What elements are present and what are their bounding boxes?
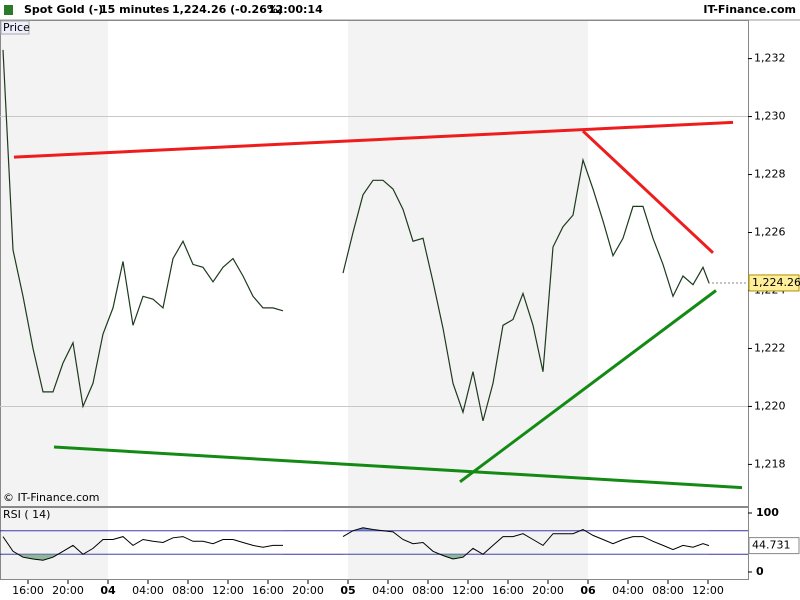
rsi-oversold-fill <box>3 554 283 561</box>
x-tick-label: 20:00 <box>292 584 324 597</box>
rsi-label: RSI ( 14) <box>3 508 50 521</box>
x-tick-label: 12:00 <box>212 584 244 597</box>
header-bar <box>0 0 800 20</box>
x-tick-label: 04:00 <box>132 584 164 597</box>
y-tick-label: 1,218 <box>754 457 786 470</box>
rsi-overbought-fill <box>352 527 586 531</box>
trend-line <box>581 129 715 254</box>
x-tick-label: 16:00 <box>492 584 524 597</box>
x-tick-label: 08:00 <box>412 584 444 597</box>
x-tick-label: 05 <box>340 584 355 597</box>
x-tick-label: 06 <box>580 584 596 597</box>
interval: 15 minutes <box>100 3 170 16</box>
last-price-label: 1,224.26 <box>752 276 800 289</box>
time: 12:00:14 <box>268 3 323 16</box>
trend-line <box>459 289 717 484</box>
x-tick-label: 20:00 <box>52 584 84 597</box>
y-tick-label: 1,228 <box>754 168 786 181</box>
rsi-last-label: 44.731 <box>752 539 791 552</box>
panel-label-box <box>0 20 30 35</box>
x-tick-label: 08:00 <box>652 584 684 597</box>
x-tick-label: 16:00 <box>12 584 44 597</box>
rsi-tick-label: 0 <box>756 565 764 578</box>
y-tick-label: 1,220 <box>754 399 786 412</box>
rsi-tick-label: 100 <box>756 506 779 519</box>
x-tick-label: 08:00 <box>172 584 204 597</box>
price-panel <box>0 20 749 507</box>
x-tick-label: 16:00 <box>252 584 284 597</box>
price-line <box>2 49 710 422</box>
y-tick-label: 1,226 <box>754 226 786 239</box>
rsi-last-box <box>748 537 800 555</box>
x-tick-label: 04:00 <box>372 584 404 597</box>
brand: IT-Finance.com <box>703 3 796 16</box>
quote: 1,224.26 (-0.26%) <box>172 3 283 16</box>
x-tick-label: 04:00 <box>612 584 644 597</box>
y-tick-label: 1,230 <box>754 110 786 123</box>
x-tick-label: 12:00 <box>452 584 484 597</box>
icon <box>4 5 13 15</box>
rsi-line <box>2 527 710 561</box>
copyright: © IT-Finance.com <box>3 491 100 504</box>
x-tick-label: 04 <box>100 584 116 597</box>
last-price-box <box>748 274 800 292</box>
panel-label: Price <box>3 21 30 34</box>
day-shade <box>348 18 588 580</box>
y-tick-label: 1,222 <box>754 341 786 354</box>
trend-line <box>53 445 743 490</box>
instrument: Spot Gold (-) <box>24 3 103 16</box>
x-tick-label: 12:00 <box>692 584 724 597</box>
day-shade <box>0 18 108 580</box>
trend-line <box>13 120 734 159</box>
x-tick-label: 20:00 <box>532 584 564 597</box>
y-tick-label: 1,232 <box>754 52 786 65</box>
